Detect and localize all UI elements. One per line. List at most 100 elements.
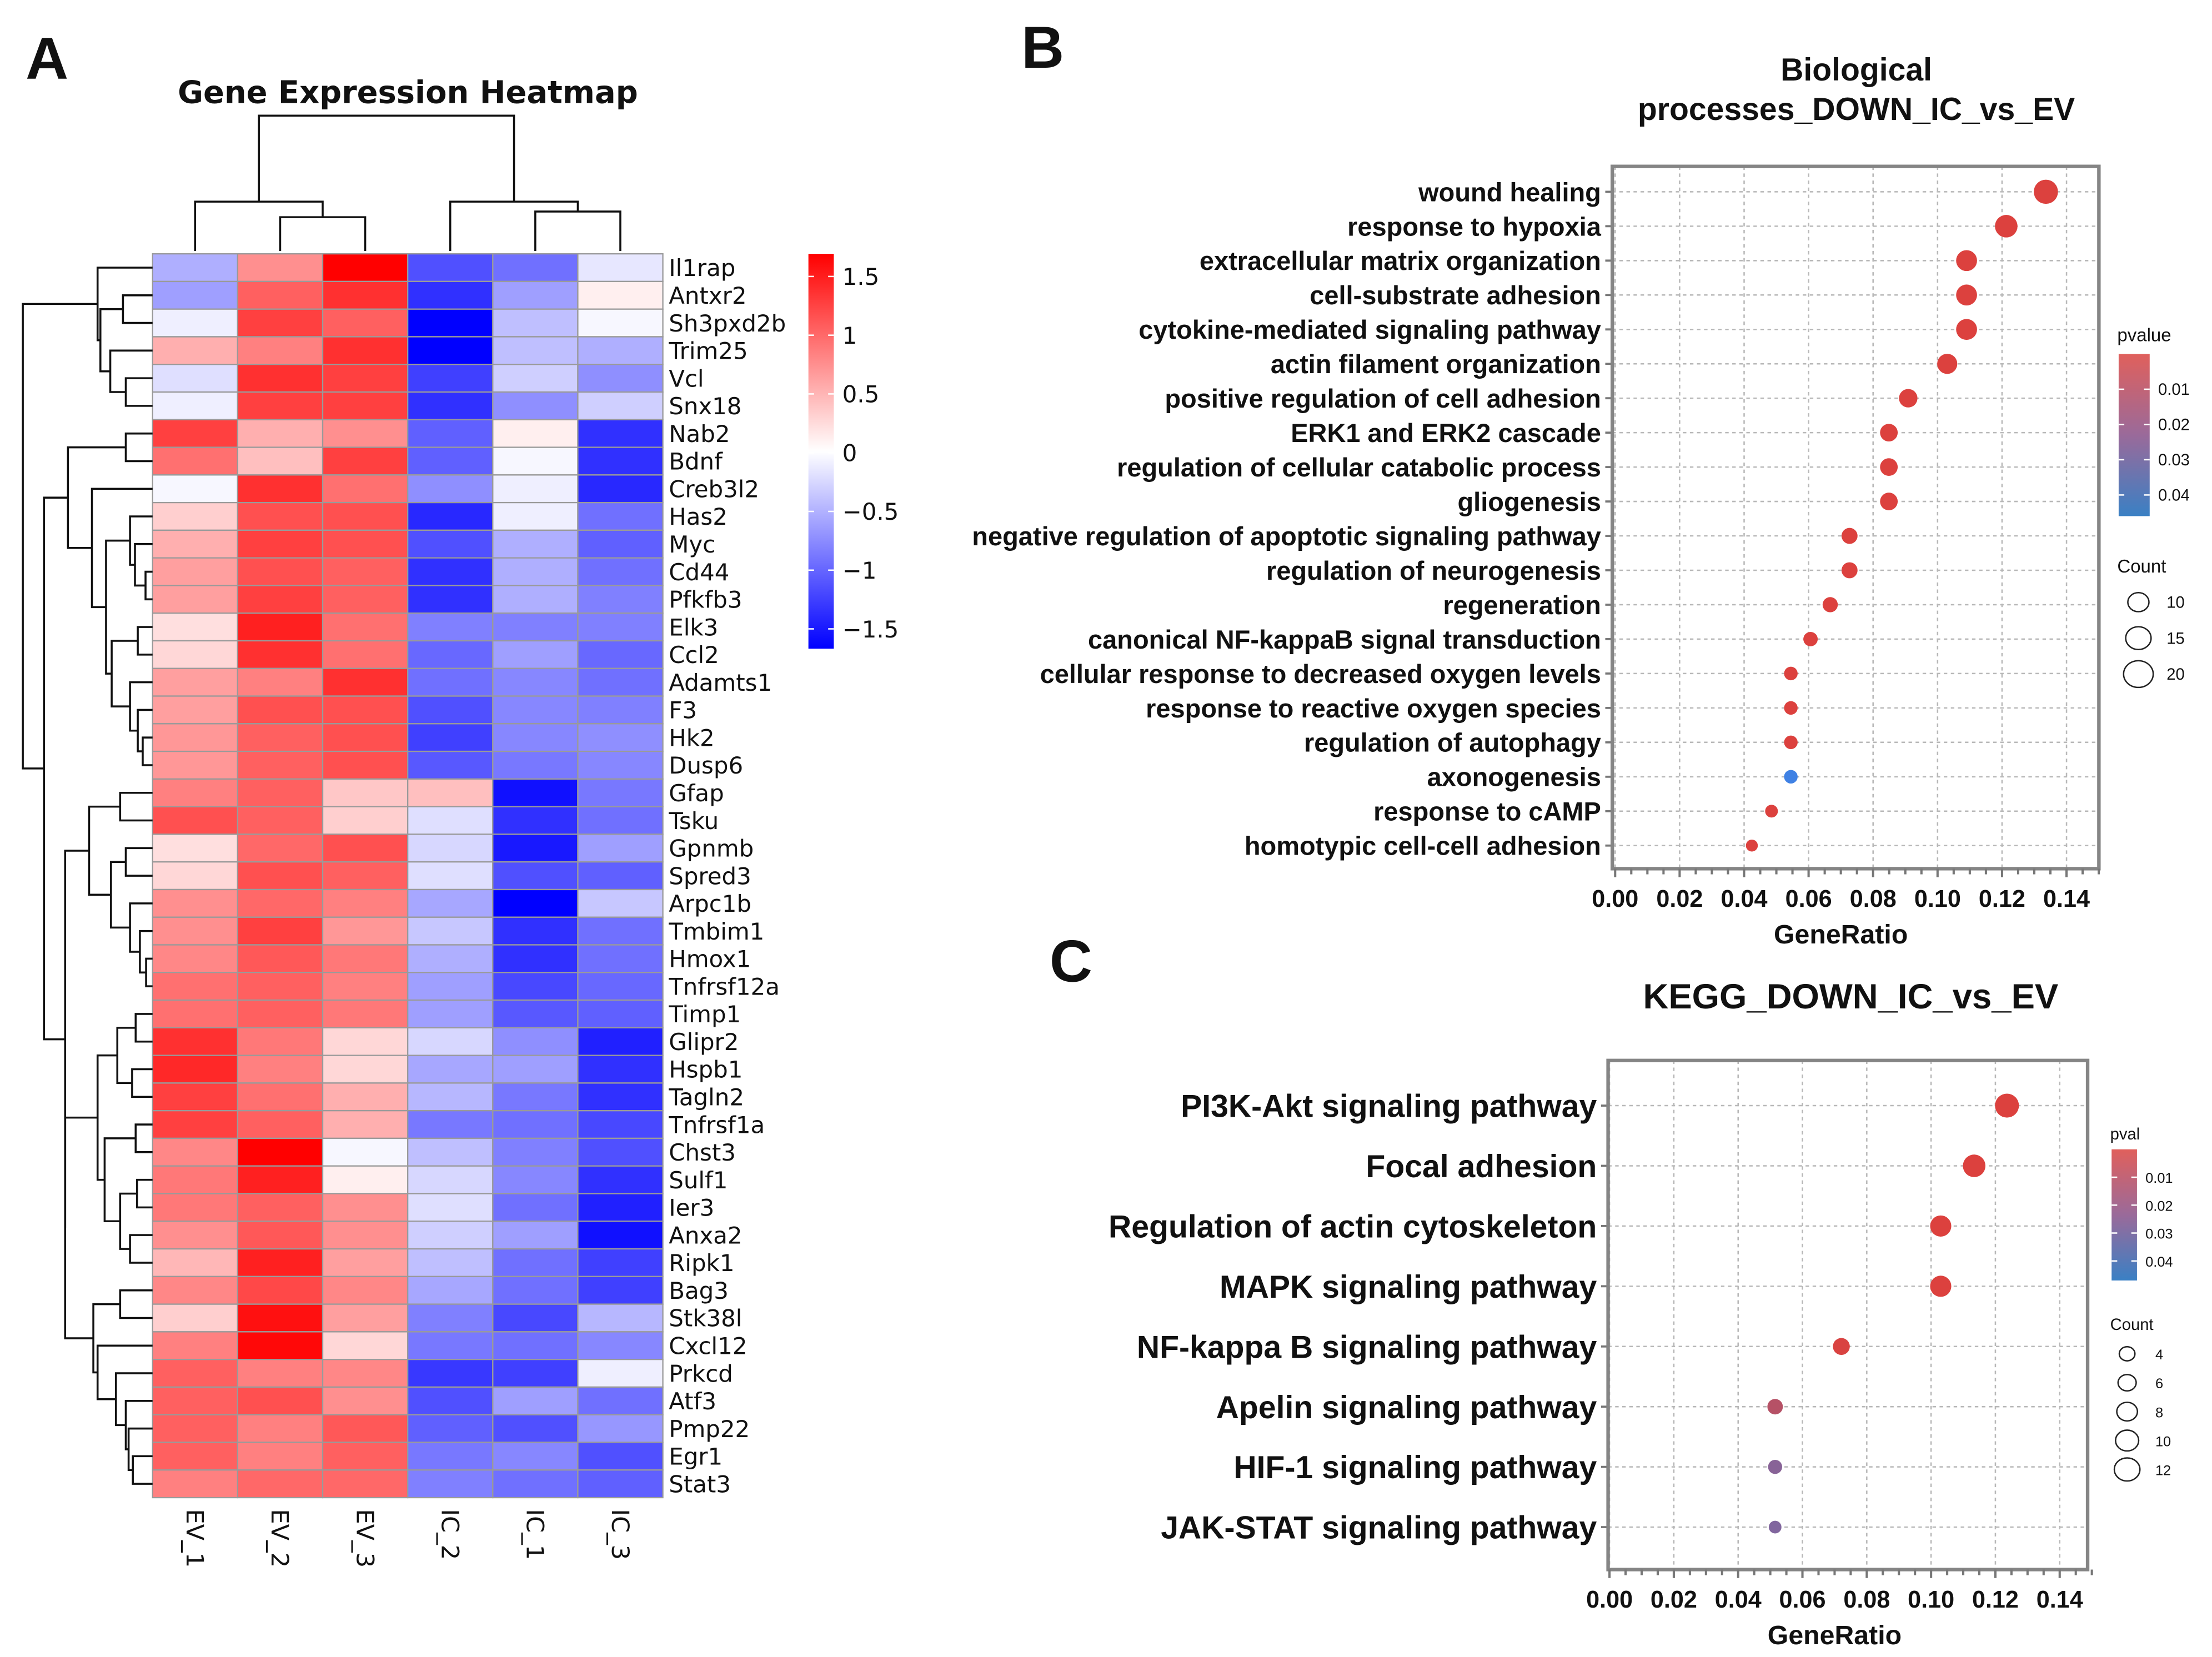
row-label: Gfap	[669, 780, 724, 807]
heatmap-cell	[237, 280, 324, 310]
row-label: Antxr2	[669, 282, 746, 309]
heatmap-cell	[322, 667, 409, 697]
row-label: Tnfrsf1a	[668, 1111, 765, 1138]
heatmap-cell	[237, 640, 324, 669]
heatmap-cell	[237, 336, 324, 365]
plot-frame	[1606, 1058, 2090, 1571]
row-dendrogram-branch	[88, 805, 121, 896]
heatmap-cell	[407, 474, 494, 504]
heatmap-cell	[237, 1442, 324, 1471]
color-legend-label: 0.04	[2145, 1254, 2173, 1270]
heatmap-cell	[322, 806, 409, 835]
heatmap-cell	[492, 1276, 579, 1305]
heatmap-cell	[492, 419, 579, 448]
term-label: JAK-STAT signaling pathway	[1161, 1510, 1597, 1546]
size-legend-circle	[2117, 1374, 2137, 1392]
heatmap-cell	[322, 1414, 409, 1443]
row-label: Has2	[669, 503, 728, 530]
row-label: Egr1	[669, 1443, 723, 1470]
heatmap-cell	[577, 1276, 664, 1305]
row-label: Glipr2	[669, 1028, 739, 1056]
row-label: Adamts1	[669, 669, 772, 696]
heatmap-cell	[152, 723, 239, 752]
heatmap-cell	[492, 1137, 579, 1167]
data-point	[1768, 1520, 1782, 1534]
heatmap-cell	[152, 364, 239, 393]
heatmap-cell	[322, 1055, 409, 1084]
row-label: Spred3	[669, 862, 751, 890]
colorbar-tick-label: 1	[842, 322, 857, 349]
heatmap-cell	[322, 474, 409, 504]
row-label: Dusp6	[669, 752, 743, 779]
row-label: Cxcl12	[669, 1332, 747, 1359]
heatmap-cell	[152, 280, 239, 310]
color-legend-label: 0.03	[2158, 451, 2190, 469]
data-point	[1956, 250, 1977, 272]
heatmap-cell	[322, 1193, 409, 1222]
heatmap-cell	[407, 391, 494, 420]
heatmap-cell	[152, 1386, 239, 1415]
heatmap-cell	[152, 750, 239, 780]
heatmap-cell	[577, 529, 664, 559]
x-tick-label: 0.04	[1721, 886, 1768, 912]
heatmap-cell	[322, 1276, 409, 1305]
heatmap-cell	[322, 253, 409, 283]
column-label: EV_3	[350, 1509, 378, 1568]
heatmap-cell	[577, 1110, 664, 1139]
heatmap-cell	[237, 585, 324, 614]
heatmap-cell	[152, 888, 239, 918]
row-dendrogram-branch	[134, 1123, 153, 1153]
size-legend-title: Count	[2110, 1316, 2154, 1334]
data-point	[1956, 284, 1977, 306]
term-label: negative regulation of apoptotic signali…	[972, 521, 1601, 551]
heatmap-cell	[577, 1027, 664, 1056]
heatmap-cell	[577, 999, 664, 1028]
row-label: Atf3	[669, 1388, 716, 1415]
data-point	[1995, 1093, 2019, 1118]
term-label: canonical NF-kappaB signal transduction	[1088, 625, 1601, 654]
row-label: Trim25	[668, 338, 748, 365]
heatmap-cell	[152, 1221, 239, 1250]
heatmap-cell	[152, 1442, 239, 1471]
row-label: Creb3l2	[669, 475, 759, 503]
heatmap-cell	[407, 1055, 494, 1084]
term-label: gliogenesis	[1457, 487, 1601, 516]
heatmap-cell	[237, 806, 324, 835]
heatmap-cell	[577, 750, 664, 780]
heatmap-cell	[237, 1359, 324, 1388]
row-dendrogram-branch	[119, 1192, 137, 1250]
panel-label-a: A	[26, 25, 68, 92]
heatmap-cell	[322, 612, 409, 642]
heatmap-cell	[152, 1027, 239, 1056]
heatmap-cell	[237, 695, 324, 725]
heatmap-cell	[577, 1137, 664, 1167]
heatmap-cell	[492, 778, 579, 807]
heatmap-cell	[237, 667, 324, 697]
plot-title: processes_DOWN_IC_vs_EV	[1638, 92, 2075, 127]
heatmap-cell	[492, 253, 579, 283]
row-label: Pfkfb3	[669, 586, 742, 614]
heatmap-cell	[492, 1331, 579, 1360]
heatmap-cell	[407, 1276, 494, 1305]
row-label: Anxa2	[669, 1222, 742, 1249]
data-point	[1995, 215, 2018, 238]
heatmap-cell	[237, 723, 324, 752]
heatmap-cell	[152, 557, 239, 586]
heatmap-cell	[407, 806, 494, 835]
heatmap-cell	[492, 944, 579, 973]
heatmap-cell	[492, 1442, 579, 1471]
heatmap-cell	[492, 1110, 579, 1139]
heatmap-cell	[237, 972, 324, 1001]
colorbar-tick-label: 1.5	[842, 263, 880, 290]
heatmap-cell	[577, 1055, 664, 1084]
term-label: cell-substrate adhesion	[1310, 280, 1601, 310]
x-tick-label: 0.04	[1715, 1586, 1762, 1613]
term-label: MAPK signaling pathway	[1220, 1269, 1597, 1305]
heatmap-cell	[407, 253, 494, 283]
heatmap-cell	[152, 501, 239, 531]
size-legend-label: 4	[2155, 1347, 2163, 1363]
heatmap-cell	[492, 916, 579, 946]
data-point	[1803, 631, 1818, 646]
heatmap-cell	[492, 1303, 579, 1333]
column-dendrogram-branch	[279, 216, 367, 252]
